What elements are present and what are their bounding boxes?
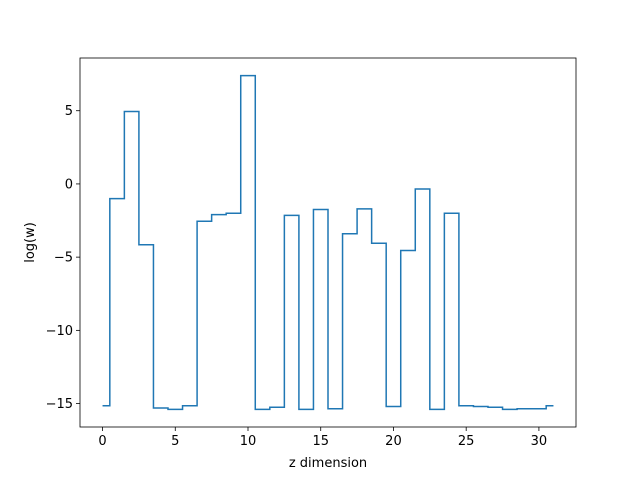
y-tick-label: −15 xyxy=(46,397,73,412)
x-tick-label: 10 xyxy=(240,434,257,449)
y-axis-ticks: −15 −10 −5 0 5 xyxy=(46,104,80,412)
x-tick-label: 5 xyxy=(171,434,179,449)
series-step-line xyxy=(102,74,554,411)
y-tick-label: 0 xyxy=(65,177,73,192)
x-axis-label: z dimension xyxy=(289,456,367,471)
x-tick-label: 20 xyxy=(385,434,402,449)
y-tick-label: −10 xyxy=(46,324,73,339)
y-tick-label: 5 xyxy=(65,104,73,119)
x-tick-label: 30 xyxy=(531,434,548,449)
y-tick-label: −5 xyxy=(54,251,73,266)
x-tick-label: 25 xyxy=(458,434,475,449)
x-tick-label: 0 xyxy=(98,434,106,449)
y-axis-label: log(w) xyxy=(23,222,38,263)
x-axis-ticks: 0 5 10 15 20 25 30 xyxy=(98,427,547,449)
x-tick-label: 15 xyxy=(312,434,329,449)
axes-frame xyxy=(79,57,577,428)
